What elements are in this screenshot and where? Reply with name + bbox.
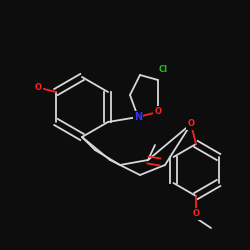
Text: O: O bbox=[34, 82, 42, 92]
Text: O: O bbox=[188, 120, 194, 128]
Text: O: O bbox=[154, 108, 162, 116]
Text: N: N bbox=[134, 112, 142, 122]
Text: Cl: Cl bbox=[158, 66, 168, 74]
Text: O: O bbox=[192, 210, 200, 218]
